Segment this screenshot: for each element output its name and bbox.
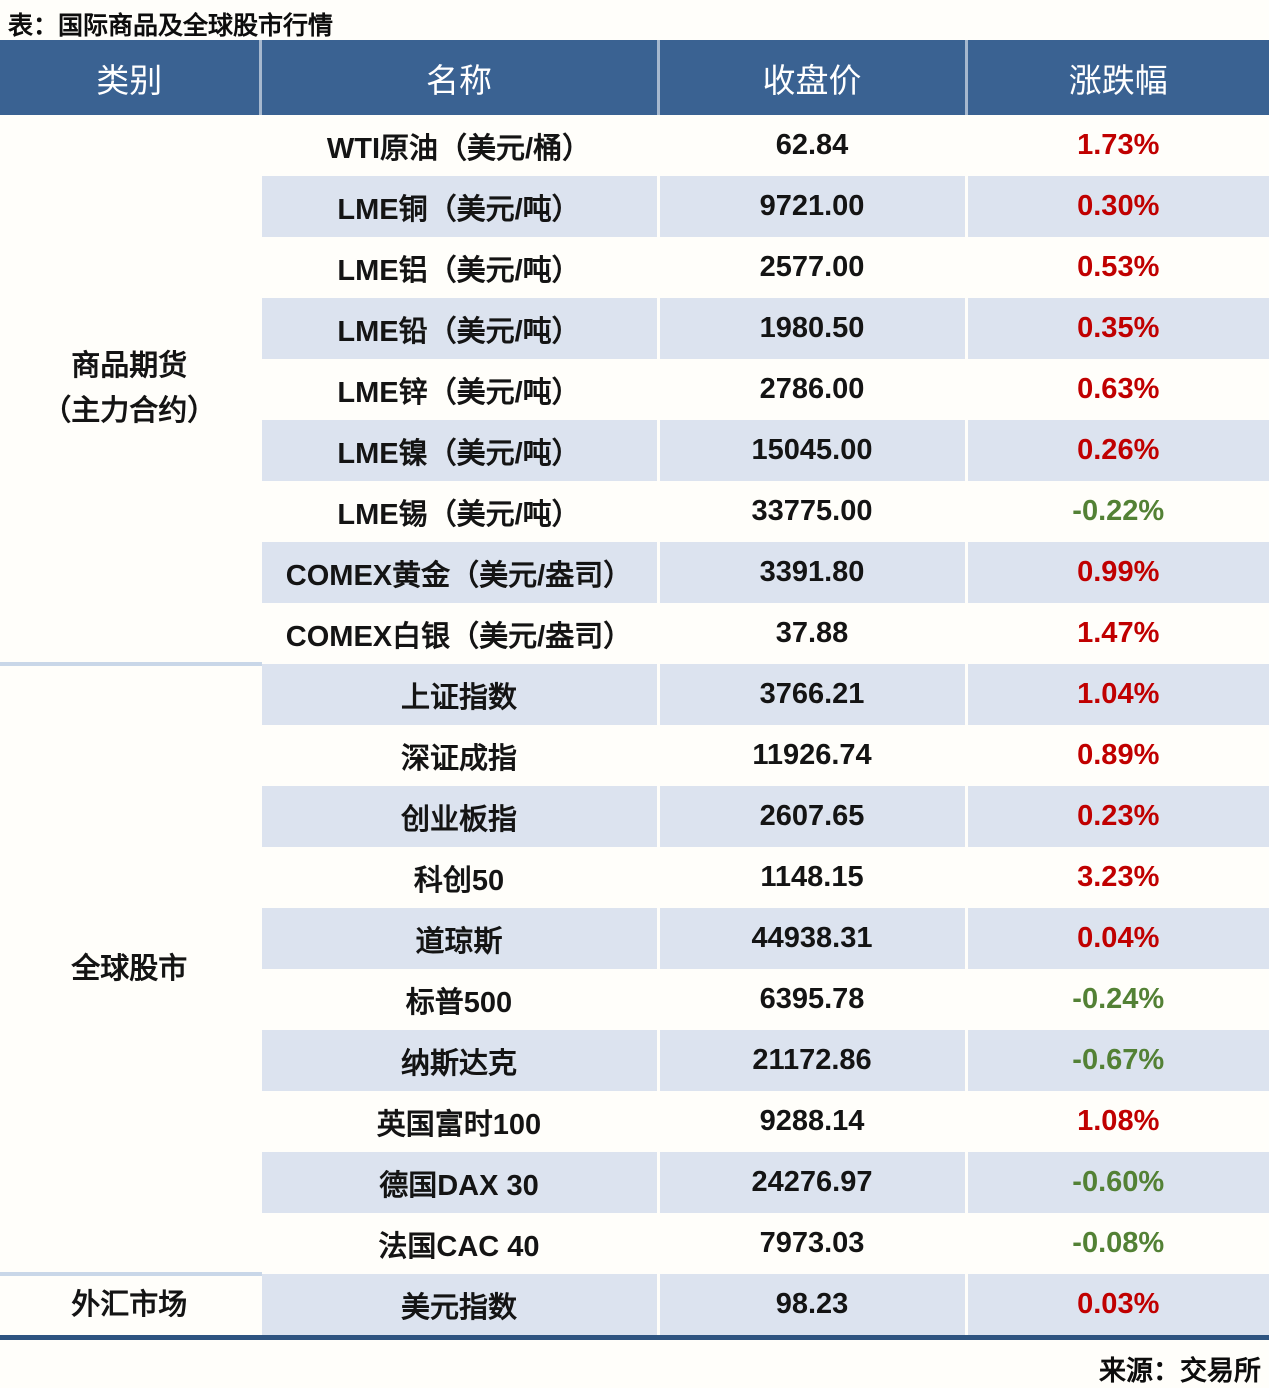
close-cell: 9288.14 — [658, 1091, 968, 1152]
close-cell: 24276.97 — [658, 1152, 968, 1213]
close-cell: 33775.00 — [658, 481, 968, 542]
name-cell: LME铝（美元/吨） — [260, 237, 660, 298]
change-cell: 0.03% — [966, 1274, 1269, 1335]
close-cell: 44938.31 — [658, 908, 968, 969]
category-cell-forex: 外汇市场 — [0, 1272, 262, 1335]
close-cell: 3766.21 — [658, 664, 968, 725]
table-row: LME锡（美元/吨） 33775.00 -0.22% — [0, 481, 1269, 542]
close-cell: 2786.00 — [658, 359, 968, 420]
name-cell: 英国富时100 — [260, 1091, 660, 1152]
change-cell: 0.89% — [1077, 739, 1160, 771]
close-cell: 1980.50 — [658, 298, 968, 359]
table-row: LME镍（美元/吨） 15045.00 0.26% — [0, 420, 1269, 481]
change-cell: -0.24% — [1072, 983, 1165, 1015]
close-cell: 62.84 — [658, 115, 968, 176]
table-header: 类别 名称 收盘价 涨跌幅 — [0, 40, 1269, 115]
header-cell-name: 名称 — [260, 40, 660, 115]
name-cell: 法国CAC 40 — [260, 1213, 660, 1274]
table-row: LME锌（美元/吨） 2786.00 0.63% — [0, 359, 1269, 420]
name-cell: LME锡（美元/吨） — [260, 481, 660, 542]
change-cell: 1.47% — [1077, 617, 1160, 649]
header-cell-close: 收盘价 — [658, 40, 968, 115]
close-cell: 2577.00 — [658, 237, 968, 298]
change-cell: 0.53% — [1077, 251, 1160, 283]
change-cell: 1.73% — [1077, 129, 1160, 161]
table-row: 科创50 1148.15 3.23% — [0, 847, 1269, 908]
category-label-line2: （主力合约） — [42, 394, 217, 427]
table-row: 标普500 6395.78 -0.24% — [0, 969, 1269, 1030]
name-cell: 德国DAX 30 — [260, 1152, 660, 1213]
header-cell-change: 涨跌幅 — [966, 40, 1269, 115]
name-cell: COMEX白银（美元/盎司） — [260, 603, 660, 664]
table-row: LME铅（美元/吨） 1980.50 0.35% — [0, 298, 1269, 359]
category-cell-global-stocks: 全球股市 — [0, 662, 262, 1274]
change-cell: 0.35% — [966, 298, 1269, 359]
table-row: 深证成指 11926.74 0.89% — [0, 725, 1269, 786]
name-cell: 美元指数 — [260, 1274, 660, 1335]
change-cell: 1.08% — [1077, 1105, 1160, 1137]
change-cell: 0.99% — [966, 542, 1269, 603]
table-row: 商品期货 （主力合约） WTI原油（美元/桶） 62.84 1.73% — [0, 115, 1269, 664]
header-row: 类别 名称 收盘价 涨跌幅 — [0, 40, 1269, 115]
close-cell: 15045.00 — [658, 420, 968, 481]
change-cell: 3.23% — [1077, 861, 1160, 893]
change-cell: -0.08% — [1072, 1227, 1165, 1259]
table-row: 全球股市 上证指数 3766.21 1.04% — [0, 662, 1269, 1274]
change-cell: 0.30% — [966, 176, 1269, 237]
name-cell: 深证成指 — [260, 725, 660, 786]
table-row: LME铜（美元/吨） 9721.00 0.30% — [0, 176, 1269, 237]
header-cell-category: 类别 — [0, 40, 262, 115]
name-cell: COMEX黄金（美元/盎司） — [260, 542, 660, 603]
table-row: COMEX黄金（美元/盎司） 3391.80 0.99% — [0, 542, 1269, 603]
page-title: 表：国际商品及全球股市行情 — [8, 12, 334, 40]
change-cell: -0.22% — [1072, 495, 1165, 527]
table-row: 法国CAC 40 7973.03 -0.08% — [0, 1213, 1269, 1274]
name-cell: LME锌（美元/吨） — [260, 359, 660, 420]
name-cell: 标普500 — [260, 969, 660, 1030]
close-cell: 6395.78 — [658, 969, 968, 1030]
name-cell: 纳斯达克 — [260, 1030, 660, 1091]
table-row: 纳斯达克 21172.86 -0.67% — [0, 1030, 1269, 1091]
name-cell: 道琼斯 — [260, 908, 660, 969]
change-cell: 0.23% — [966, 786, 1269, 847]
table-body: 商品期货 （主力合约） WTI原油（美元/桶） 62.84 1.73% LME铜… — [0, 115, 1269, 1335]
table-row: 外汇市场 美元指数 98.23 0.03% — [0, 1272, 1269, 1335]
market-table-wrapper: 类别 名称 收盘价 涨跌幅 商品期货 （主力合约） WTI原油（美元/桶） 62… — [0, 40, 1269, 1340]
table-row: LME铝（美元/吨） 2577.00 0.53% — [0, 237, 1269, 298]
name-cell: 创业板指 — [260, 786, 660, 847]
name-cell: WTI原油（美元/桶） — [260, 115, 660, 176]
table-row: 德国DAX 30 24276.97 -0.60% — [0, 1152, 1269, 1213]
category-label: 商品期货 — [71, 349, 188, 382]
change-cell: -0.67% — [966, 1030, 1269, 1091]
change-cell: 1.04% — [966, 664, 1269, 725]
table-row: 道琼斯 44938.31 0.04% — [0, 908, 1269, 969]
change-cell: 0.63% — [1077, 373, 1160, 405]
table-row: 创业板指 2607.65 0.23% — [0, 786, 1269, 847]
category-label: 全球股市 — [71, 952, 188, 985]
name-cell: LME镍（美元/吨） — [260, 420, 660, 481]
category-cell-commodities: 商品期货 （主力合约） — [0, 115, 262, 664]
market-table: 类别 名称 收盘价 涨跌幅 商品期货 （主力合约） WTI原油（美元/桶） 62… — [0, 40, 1269, 1335]
source-note: 来源：交易所 — [1099, 1356, 1261, 1386]
name-cell: 科创50 — [260, 847, 660, 908]
name-cell: 上证指数 — [260, 664, 660, 725]
category-label: 外汇市场 — [71, 1289, 188, 1322]
change-cell: 0.26% — [966, 420, 1269, 481]
close-cell: 21172.86 — [658, 1030, 968, 1091]
change-cell: 0.04% — [966, 908, 1269, 969]
name-cell: LME铜（美元/吨） — [260, 176, 660, 237]
change-cell: -0.60% — [966, 1152, 1269, 1213]
table-row: COMEX白银（美元/盎司） 37.88 1.47% — [0, 603, 1269, 664]
close-cell: 3391.80 — [658, 542, 968, 603]
close-cell: 2607.65 — [658, 786, 968, 847]
table-row: 英国富时100 9288.14 1.08% — [0, 1091, 1269, 1152]
close-cell: 1148.15 — [658, 847, 968, 908]
close-cell: 9721.00 — [658, 176, 968, 237]
close-cell: 7973.03 — [658, 1213, 968, 1274]
close-cell: 98.23 — [658, 1274, 968, 1335]
name-cell: LME铅（美元/吨） — [260, 298, 660, 359]
close-cell: 37.88 — [658, 603, 968, 664]
close-cell: 11926.74 — [658, 725, 968, 786]
